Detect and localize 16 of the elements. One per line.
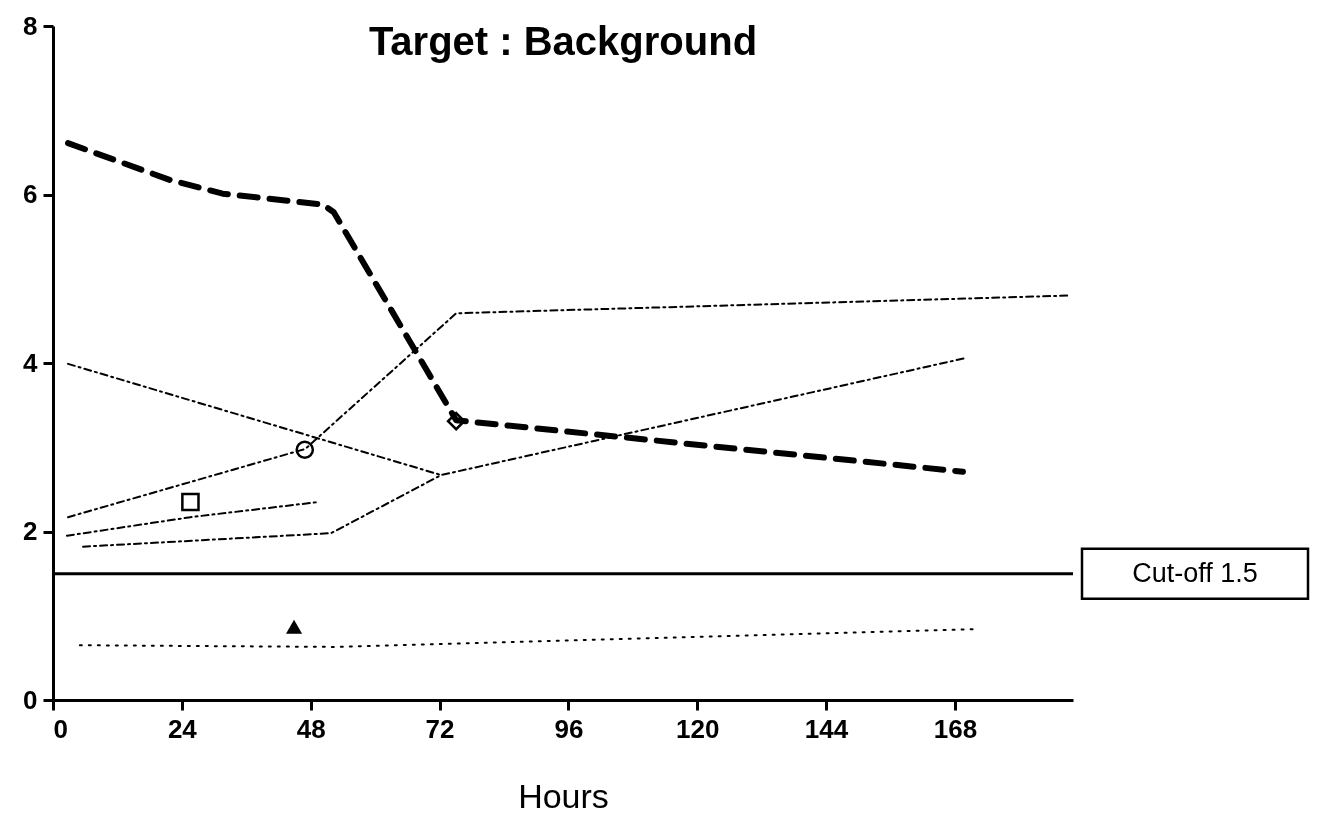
y-tick-label: 0 (23, 684, 38, 715)
x-axis-title: Hours (518, 776, 609, 815)
x-tick-label: 168 (933, 713, 978, 744)
x-tick-label: 72 (425, 713, 455, 744)
x-tick-label: 0 (53, 713, 68, 744)
y-tick-label: 8 (23, 10, 38, 41)
x-tick-label: 120 (676, 713, 720, 744)
x-tick-label: 24 (167, 713, 198, 744)
x-tick-label: 96 (554, 713, 584, 744)
ref-line-label: Cut-off 1.5 (1132, 557, 1258, 588)
y-tick-label: 4 (23, 347, 39, 378)
chart-title: Target : Background (368, 19, 758, 63)
y-tick-label: 2 (23, 516, 38, 546)
x-tick-label: 144 (804, 713, 849, 744)
x-tick-label: 48 (296, 713, 326, 744)
y-tick-label: 6 (23, 179, 38, 209)
